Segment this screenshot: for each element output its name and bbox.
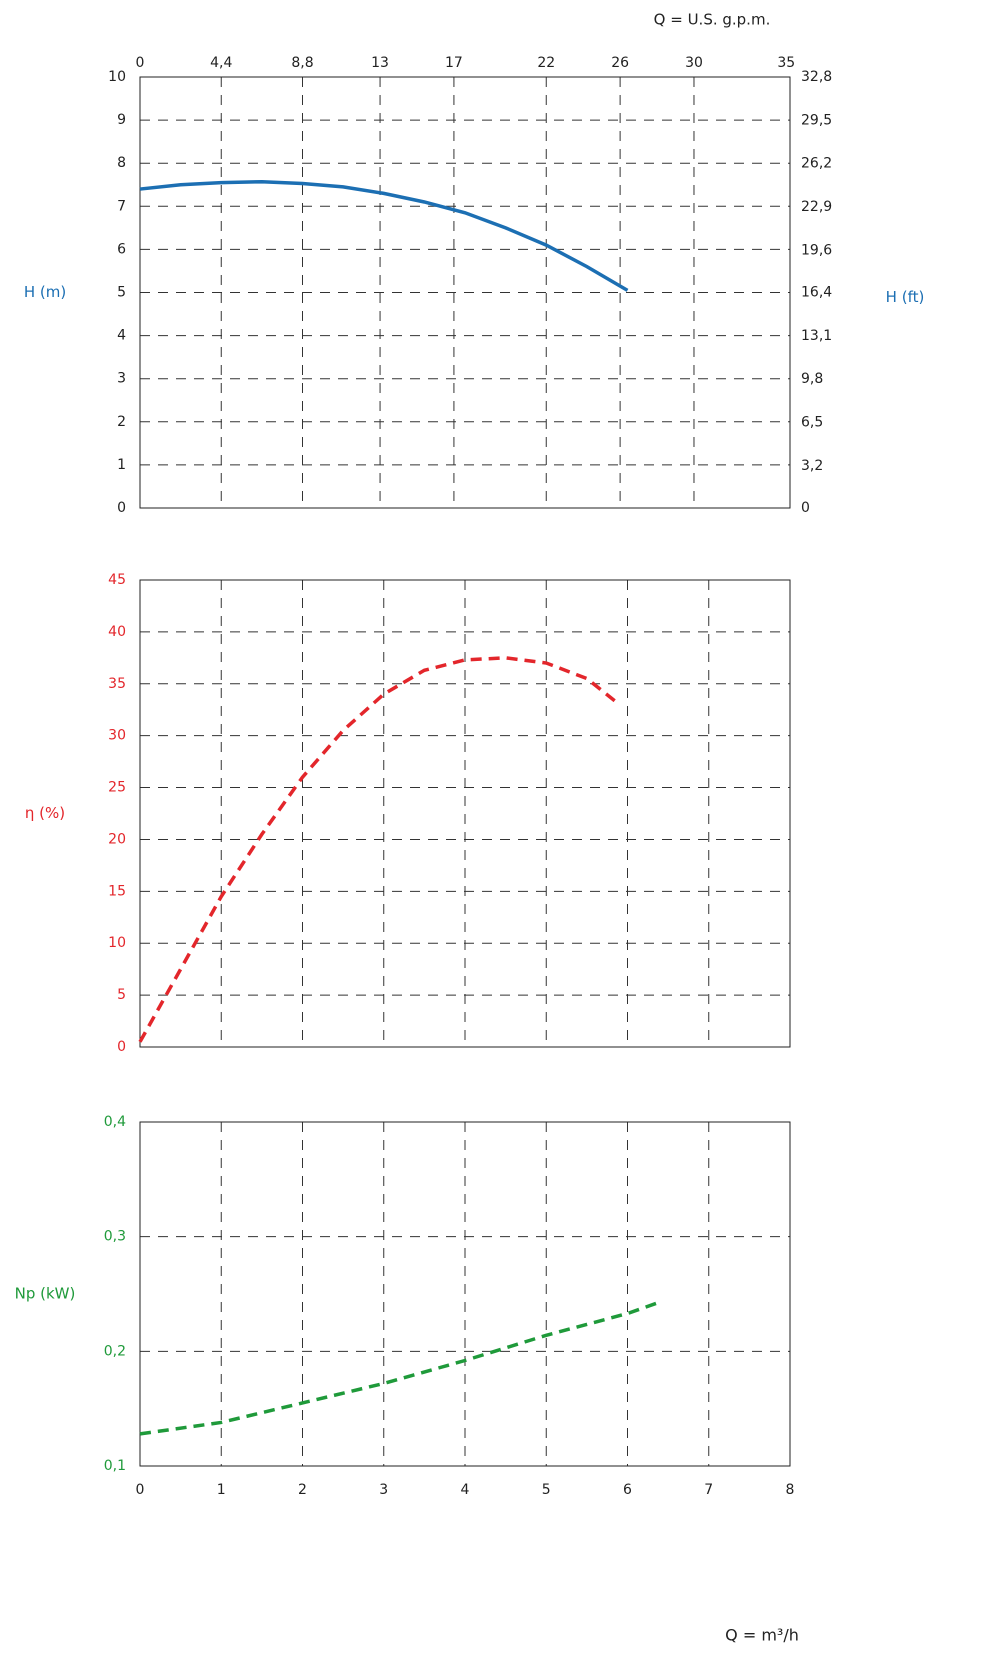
plot-frame	[139, 1121, 791, 1467]
curve	[139, 1300, 661, 1436]
x-tick-label: 6	[623, 1482, 632, 1498]
y2-tick-label: 19,6	[801, 242, 832, 258]
y-tick-label: 1	[117, 457, 126, 473]
x-tick-label: 5	[542, 1482, 551, 1498]
y-tick-label: 6	[117, 241, 126, 257]
y2-tick-label: 13,1	[801, 328, 832, 344]
y2-tick-label: 9,8	[801, 371, 823, 387]
x2-tick-label: 8,8	[291, 55, 313, 71]
y-tick-label: 35	[108, 676, 126, 692]
y-tick-label: 5	[117, 285, 126, 301]
x2-tick-label: 13	[371, 55, 389, 71]
y-tick-label: 10	[108, 69, 126, 85]
y-axis-label: η (%)	[25, 804, 65, 822]
y2-tick-label: 3,2	[801, 458, 823, 474]
y-tick-label: 0,1	[104, 1458, 126, 1474]
x-tick-label: 3	[379, 1482, 388, 1498]
y-tick-label: 2	[117, 414, 126, 430]
curve	[138, 656, 621, 1043]
x2-axis-label: Q = U.S. g.p.m.	[654, 11, 771, 29]
x-tick-label: 2	[298, 1482, 307, 1498]
x-tick-label: 7	[704, 1482, 713, 1498]
y-tick-label: 0,3	[104, 1229, 126, 1245]
y2-tick-label: 26,2	[801, 156, 832, 172]
x-axis-label: Q = m³/h	[725, 1626, 799, 1645]
y-tick-label: 0	[117, 500, 126, 516]
y-tick-label: 5	[117, 987, 126, 1003]
y2-tick-label: 6,5	[801, 415, 823, 431]
x2-tick-label: 17	[445, 55, 463, 71]
y-tick-label: 40	[108, 624, 126, 640]
y-axis-label: H (m)	[24, 283, 66, 301]
y-tick-label: 30	[108, 728, 126, 744]
y-tick-label: 3	[117, 371, 126, 387]
plot-frame	[139, 76, 791, 509]
x-tick-label: 0	[136, 1482, 145, 1498]
x2-tick-label: 4,4	[210, 55, 232, 71]
y-tick-label: 20	[108, 831, 126, 847]
y2-axis-label: H (ft)	[886, 288, 925, 306]
x2-tick-label: 0	[136, 55, 145, 71]
x2-tick-label: 22	[537, 55, 555, 71]
y-tick-label: 10	[108, 935, 126, 951]
y-tick-label: 7	[117, 198, 126, 214]
y2-tick-label: 16,4	[801, 285, 832, 301]
y2-tick-label: 32,8	[801, 69, 832, 85]
y2-tick-label: 29,5	[801, 112, 832, 128]
y-tick-label: 0,2	[104, 1343, 126, 1359]
y2-tick-label: 22,9	[801, 199, 832, 215]
y2-tick-label: 0	[801, 500, 810, 516]
y-tick-label: 0,4	[104, 1114, 126, 1130]
y-axis-label: Np (kW)	[15, 1285, 76, 1303]
x2-tick-label: 35	[777, 55, 795, 71]
plot-frame	[139, 579, 791, 1048]
curve	[139, 179, 629, 292]
x2-tick-label: 26	[611, 55, 629, 71]
x-tick-label: 4	[461, 1482, 470, 1498]
x2-tick-label: 30	[685, 55, 703, 71]
y-tick-label: 9	[117, 112, 126, 128]
y-tick-label: 8	[117, 155, 126, 171]
x-tick-label: 1	[217, 1482, 226, 1498]
x-tick-label: 8	[786, 1482, 795, 1498]
y-tick-label: 0	[117, 1039, 126, 1055]
y-tick-label: 25	[108, 780, 126, 796]
y-tick-label: 15	[108, 883, 126, 899]
y-tick-label: 4	[117, 328, 126, 344]
y-tick-label: 45	[108, 572, 126, 588]
